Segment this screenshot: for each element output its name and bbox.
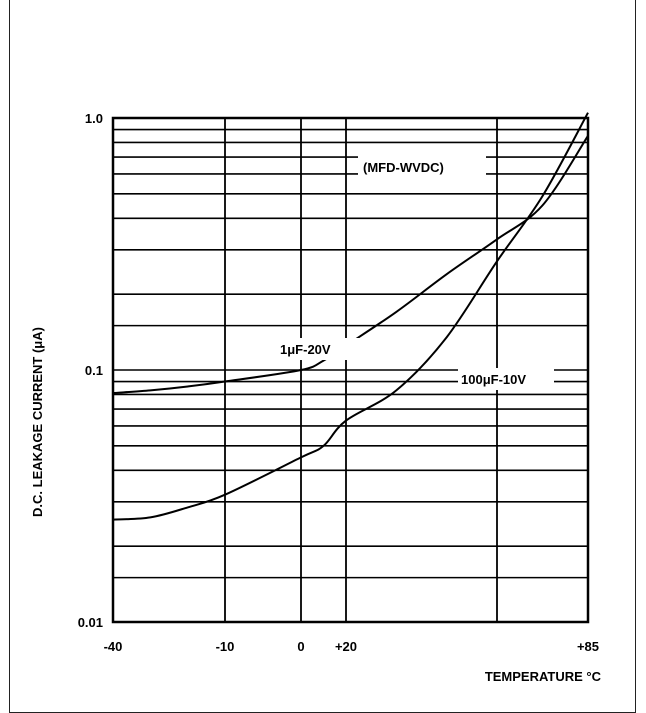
y-tick-label-2: 0.01 <box>78 615 103 630</box>
y-tick-label-1: 0.1 <box>85 363 103 378</box>
grid <box>112 117 589 623</box>
series-line-1 <box>112 112 589 521</box>
x-tick-label-1: -10 <box>216 639 235 654</box>
series-label-1-bg <box>277 338 363 360</box>
series-label-1uf-20v: 1μF-20V <box>280 342 331 357</box>
x-tick-label-0: -40 <box>104 639 123 654</box>
x-tick-label-2: 0 <box>297 639 304 654</box>
series-label-2-bg <box>458 368 554 390</box>
x-tick-label-4: +85 <box>577 639 599 654</box>
legend-title-bg <box>358 156 486 178</box>
y-axis-label: D.C. LEAKAGE CURRENT (μA) <box>30 327 45 517</box>
x-tick-labels: -40 -10 0 +20 +85 <box>104 639 599 654</box>
x-axis-label: TEMPERATURE °C <box>485 669 602 684</box>
legend-title: (MFD-WVDC) <box>363 160 444 175</box>
x-tick-label-3: +20 <box>335 639 357 654</box>
plot-area <box>111 116 590 624</box>
y-tick-labels: 1.0 0.1 0.01 <box>78 111 103 630</box>
y-tick-label-0: 1.0 <box>85 111 103 126</box>
series-label-100uf-10v: 100μF-10V <box>461 372 526 387</box>
